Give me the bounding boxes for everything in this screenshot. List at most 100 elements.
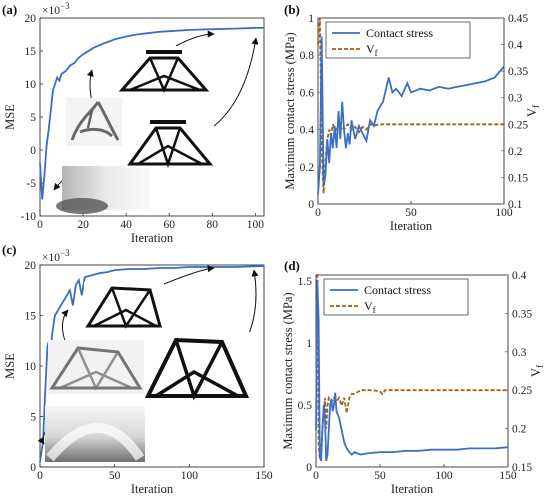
y-tick-label-b-5: 1 [308, 13, 314, 25]
early-structure-inset [66, 98, 122, 146]
y-tick-label-a-4: 10 [25, 79, 37, 91]
mse-series-line-a [39, 26, 264, 200]
y-right-tick-label-d-1: 0.2 [512, 424, 527, 436]
x-tick-label-d-1: 50 [374, 470, 386, 482]
y-tick-label-a-6: 20 [25, 13, 37, 25]
panel-label-a: (a) [2, 2, 17, 17]
y-tick-label-a-0: -10 [21, 211, 37, 223]
final-structure-inset-1 [126, 118, 214, 168]
x-tick-label-d-2: 100 [435, 470, 453, 482]
y-tick-label-d-0: 0 [306, 462, 312, 474]
x-tick-label-a-5: 100 [247, 219, 265, 231]
y-tick-label-d-2: 1 [306, 338, 312, 350]
gradient-design-inset [45, 406, 145, 462]
y-axis-label-c: MSE [3, 353, 17, 379]
y-right-tick-label-b-6: 0.4 [508, 40, 523, 52]
y-multiplier-exp-a: −3 [60, 1, 70, 11]
y-right-tick-label-d-5: 0.4 [512, 270, 527, 282]
mid-structure-inset [84, 282, 164, 330]
x-tick-label-b-2: 100 [495, 207, 513, 219]
legend-label-vf-sub-d: f [373, 305, 376, 315]
x-axis-label-a: Iteration [131, 231, 174, 245]
final-structure-inset [144, 332, 250, 401]
y-right-tick-label-d-0: 0.15 [512, 462, 532, 474]
y-tick-label-c-1: 5 [30, 412, 36, 424]
arrow-c-2 [61, 309, 69, 345]
y-right-tick-label-b-2: 0.2 [508, 146, 523, 158]
y-right-tick-label-b-3: 0.25 [508, 119, 528, 131]
gradient-design-inset [56, 166, 150, 214]
y-right-axis-label-d: Vf [529, 365, 545, 377]
x-tick-label-d-3: 150 [499, 470, 517, 482]
panel-label-d: (d) [284, 258, 300, 273]
y-right-tick-label-d-4: 0.35 [512, 308, 532, 320]
panel-label-c: (c) [2, 242, 16, 257]
y-right-axis-label-sub-b: f [531, 105, 541, 108]
x-tick-label-a-3: 60 [163, 219, 175, 231]
y-right-axis-label-b: Vf [525, 105, 541, 117]
x-tick-label-a-2: 40 [120, 219, 132, 231]
x-axis-label-b: Iteration [390, 219, 433, 233]
chart-b: 0 50 100 0 0.2 0.4 0.6 0.8 1 0.1 0.15 0.2 0.25 0.3 0.3… [283, 13, 541, 233]
x-tick-label-c-1: 50 [109, 470, 121, 482]
y-axis-label-b: Maximum contact stress (MPa) [283, 32, 297, 189]
legend-box-d [323, 278, 469, 316]
y-tick-label-c-2: 10 [25, 361, 37, 373]
arrow-a-2 [86, 69, 94, 103]
stress-series-line-d [315, 281, 509, 461]
x-tick-label-a-0: 0 [37, 219, 43, 231]
y-tick-label-c-0: 0 [30, 462, 36, 474]
legend-label-vf-b: Vf [366, 42, 378, 58]
y-axis-label-d: Maximum contact stress (MPa) [281, 292, 295, 449]
x-axis-label-d: Iteration [391, 482, 434, 496]
legend-box-b [325, 21, 471, 59]
x-axis-label-c: Iteration [131, 482, 174, 496]
legend-label-vf-d: Vf [364, 299, 376, 315]
vf-series-line-b [317, 17, 504, 194]
y-tick-label-c-3: 15 [25, 311, 37, 323]
y-right-tick-label-b-1: 0.15 [508, 172, 528, 184]
chart-d: 0 50 100 150 0 0.5 1 1.5 0.15 0.2 0.25 0.3 0.35 0.4 It… [281, 270, 545, 496]
y-multiplier-c: ×10−3 [42, 248, 70, 264]
y-axis-label-a: MSE [3, 104, 17, 130]
insets-c [45, 282, 250, 462]
legend-label-stress-b: Contact stress [366, 26, 433, 40]
x-tick-label-b-1: 50 [405, 207, 417, 219]
y-tick-label-b-1: 0.2 [300, 162, 315, 174]
x-tick-label-a-4: 80 [207, 219, 219, 231]
y-tick-label-b-4: 0.8 [300, 50, 315, 62]
legend-label-vf-sub-b: f [375, 48, 378, 58]
y-right-tick-label-b-4: 0.3 [508, 93, 523, 105]
panel-label-b: (b) [284, 2, 300, 17]
y-right-tick-label-d-2: 0.25 [512, 385, 532, 397]
mid-structure-inset [118, 46, 210, 94]
y-tick-label-b-3: 0.6 [300, 87, 315, 99]
x-tick-label-d-0: 0 [313, 470, 319, 482]
y-right-tick-label-b-0: 0.1 [508, 199, 523, 211]
legend-label-stress-d: Contact stress [364, 283, 431, 297]
y-multiplier-a: ×10−3 [42, 1, 70, 17]
arrow-a-3 [175, 30, 215, 47]
x-tick-label-c-0: 0 [37, 470, 43, 482]
x-tick-label-a-1: 20 [77, 219, 89, 231]
y-tick-label-d-1: 0.5 [298, 400, 313, 412]
stress-series-line-b [317, 36, 505, 195]
y-tick-label-b-0: 0 [308, 199, 314, 211]
early-structure-inset [48, 340, 144, 394]
y-tick-label-b-2: 0.4 [300, 125, 315, 137]
y-tick-label-d-3: 1.5 [298, 276, 313, 288]
x-tick-label-b-0: 0 [315, 207, 321, 219]
y-multiplier-exp-c: −3 [60, 248, 70, 258]
insets-a [56, 46, 214, 214]
x-tick-label-c-3: 150 [255, 470, 273, 482]
arrow-a-4 [213, 37, 259, 127]
y-right-axis-label-sub-d: f [535, 365, 545, 368]
y-right-tick-label-b-5: 0.35 [508, 66, 528, 78]
y-tick-label-a-2: 0 [30, 145, 36, 157]
y-tick-label-a-1: -5 [26, 178, 36, 190]
y-right-tick-label-b-7: 0.45 [508, 13, 528, 25]
x-tick-label-c-2: 100 [181, 470, 199, 482]
y-tick-label-a-3: 5 [30, 112, 36, 124]
y-right-tick-label-d-3: 0.3 [512, 347, 527, 359]
